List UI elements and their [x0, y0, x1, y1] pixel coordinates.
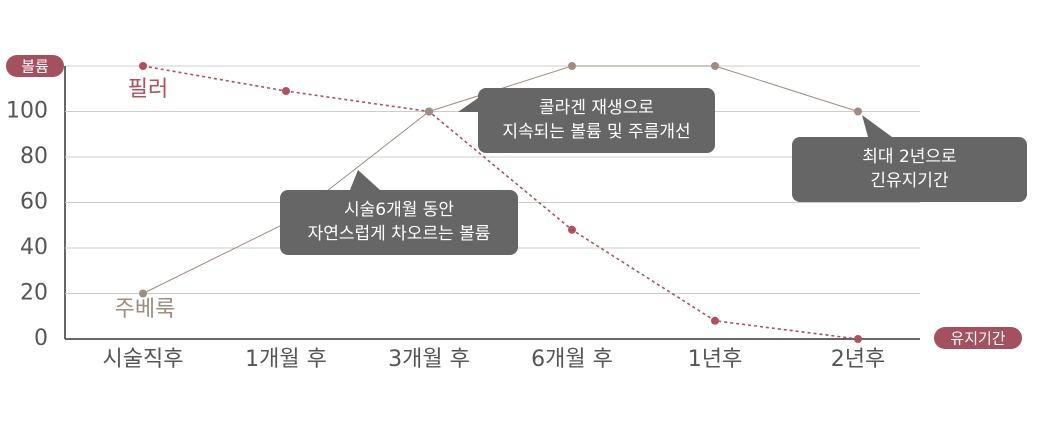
callout-tail	[862, 115, 892, 137]
callout-box	[280, 190, 518, 255]
callout-text: 긴유지기간	[870, 171, 949, 191]
callout-text: 콜라겐 재생으로	[539, 98, 654, 118]
callout-text: 지속되는 볼륨 및 주름개선	[502, 122, 690, 142]
data-point	[711, 316, 719, 325]
data-point	[568, 225, 576, 234]
x-tick-label: 1년후	[688, 347, 742, 372]
x-tick-label: 2년후	[831, 347, 885, 372]
series-label: 주베룩	[115, 297, 176, 322]
x-tick-label: 3개월 후	[388, 347, 470, 372]
y-tick-label: 80	[20, 144, 48, 169]
callout-text: 최대 2년으로	[862, 147, 956, 167]
callout-tail	[458, 98, 478, 112]
y-tick-label: 0	[34, 326, 48, 351]
callout-box	[478, 88, 715, 153]
x-tick-label: 1개월 후	[245, 347, 327, 372]
x-tick-label: 시술직후	[103, 347, 184, 372]
data-point	[282, 87, 290, 96]
data-point	[425, 107, 433, 116]
series-label: 필러	[128, 77, 168, 102]
y-tick-label: 60	[20, 190, 48, 215]
callout-text: 자연스럽게 차오르는 볼륨	[308, 224, 491, 244]
data-point	[568, 62, 576, 70]
x-axis-label: 유지기간	[950, 330, 1005, 348]
y-tick-label: 40	[20, 235, 48, 260]
y-axis-label-bg	[6, 55, 64, 77]
x-axis-label-bg	[934, 327, 1022, 349]
data-point	[711, 62, 719, 70]
series-line	[142, 65, 859, 340]
callout-box	[792, 137, 1027, 202]
y-tick-label: 100	[6, 99, 48, 124]
y-axis-label: 볼륨	[21, 58, 49, 76]
callout-text: 시술6개월 동안	[344, 200, 454, 220]
data-point	[854, 335, 862, 343]
data-point	[139, 289, 147, 298]
callout-tail	[350, 170, 380, 190]
y-tick-label: 20	[20, 281, 48, 306]
x-tick-label: 6개월 후	[531, 347, 613, 372]
data-point	[139, 62, 147, 70]
data-point	[854, 107, 862, 116]
